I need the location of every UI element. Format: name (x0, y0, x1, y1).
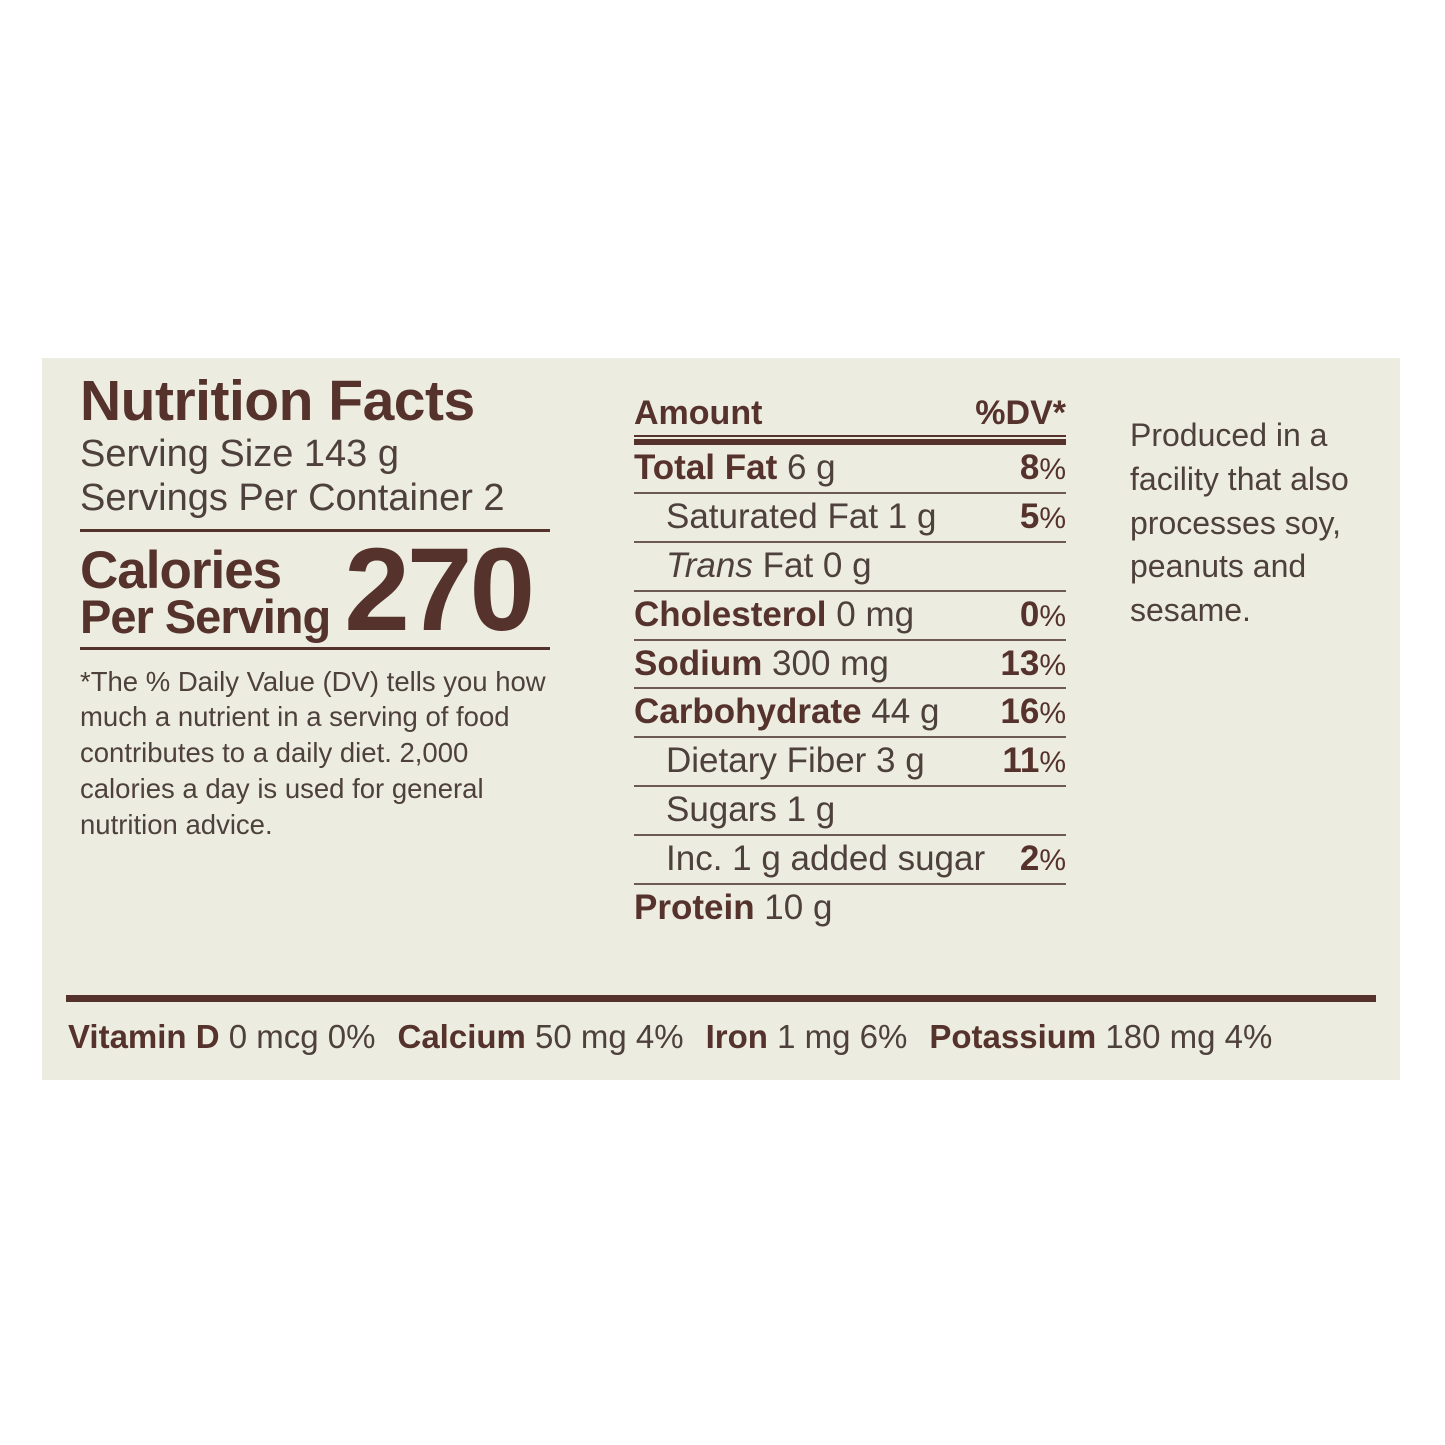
nutrient-row-list: Total Fat 6 g 8% Saturated Fat 1 g 5% Trans … (634, 445, 1066, 932)
vitamin-mineral-row: Vitamin D 0 mcg 0% Calcium 50 mg 4% Iron 1… (68, 1018, 1378, 1056)
divider-below-calories (80, 646, 550, 650)
allergen-statement-column: Produced in a facility that also process… (1130, 414, 1380, 633)
nutrition-facts-label-panel: Nutrition Facts Serving Size 143 g Servi… (42, 358, 1400, 1080)
nutrient-name: Saturated Fat 1 g (666, 496, 937, 536)
table-row: Carbohydrate 44 g 16% (634, 689, 1066, 739)
nutrient-daily-value: 11% (1002, 741, 1066, 781)
dv-column-header: %DV* (975, 394, 1066, 432)
nutrient-daily-value: 8% (1019, 448, 1066, 487)
nutrient-table-header-rule (634, 439, 1066, 445)
nutrient-name: Sodium 300 mg (634, 643, 889, 683)
vitamin-name: Potassium (929, 1018, 1097, 1055)
amount-column-header: Amount (634, 394, 763, 432)
divider-above-vitamins (66, 995, 1376, 1002)
label-left-column: Nutrition Facts Serving Size 143 g Servi… (80, 369, 600, 842)
daily-value-footnote: *The % Daily Value (DV) tells you how mu… (80, 665, 546, 840)
nutrient-name: Protein 10 g (634, 888, 833, 928)
vitamin-name: Vitamin D (68, 1018, 220, 1055)
table-row: Trans Fat 0 g (634, 543, 1066, 592)
table-row: Saturated Fat 1 g 5% (634, 494, 1066, 543)
table-row: Dietary Fiber 3 g 11% (634, 738, 1066, 788)
calories-label: Calories Per Serving (80, 540, 331, 644)
nutrient-table: Amount %DV* Total Fat 6 g 8% Saturated Fat… (634, 394, 1066, 932)
calories-block: Calories Per Serving 270 (80, 523, 600, 656)
vitamin-value: 0 mcg 0% (219, 1018, 376, 1055)
page-title: Nutrition Facts (80, 369, 475, 433)
nutrient-name: Sugars 1 g (666, 790, 836, 830)
nutrient-name: Trans Fat 0 g (666, 545, 872, 585)
table-row: Inc. 1 g added sugar 2% (634, 836, 1066, 886)
nutrient-name: Dietary Fiber 3 g (666, 741, 925, 781)
vitamin-value: 1 mg 6% (767, 1018, 908, 1055)
servings-per-container-text: Servings Per Container 2 (80, 477, 505, 520)
nutrient-daily-value: 2% (1019, 839, 1066, 879)
table-row: Total Fat 6 g 8% (634, 445, 1066, 494)
nutrient-daily-value: 16% (1000, 692, 1066, 732)
nutrient-name: Total Fat 6 g (634, 448, 836, 487)
calories-label-line2: Per Serving (80, 590, 331, 644)
vitamin-value: 50 mg 4% (525, 1018, 684, 1055)
calories-value: 270 (344, 523, 535, 656)
table-row: Protein 10 g (634, 885, 1066, 932)
calories-label-line1: Calories (80, 540, 282, 600)
vitamin-name: Calcium (397, 1018, 526, 1055)
table-row: Cholesterol 0 mg 0% (634, 592, 1066, 641)
nutrient-name: Carbohydrate 44 g (634, 692, 940, 732)
nutrient-name: Inc. 1 g added sugar (666, 839, 986, 879)
nutrient-daily-value: 0% (1019, 594, 1066, 634)
serving-size-text: Serving Size 143 g (80, 432, 399, 475)
nutrient-daily-value: 5% (1019, 496, 1066, 536)
allergen-statement-text: Produced in a facility that also process… (1130, 417, 1349, 629)
vitamin-name: Iron (705, 1018, 768, 1055)
vitamin-value: 180 mg 4% (1096, 1018, 1273, 1055)
nutrient-table-header: Amount %DV* (634, 394, 1066, 437)
nutrient-daily-value: 13% (1000, 643, 1066, 683)
table-row: Sodium 300 mg 13% (634, 641, 1066, 690)
nutrient-name: Cholesterol 0 mg (634, 594, 915, 634)
table-row: Sugars 1 g (634, 787, 1066, 837)
divider-above-calories (80, 528, 550, 532)
